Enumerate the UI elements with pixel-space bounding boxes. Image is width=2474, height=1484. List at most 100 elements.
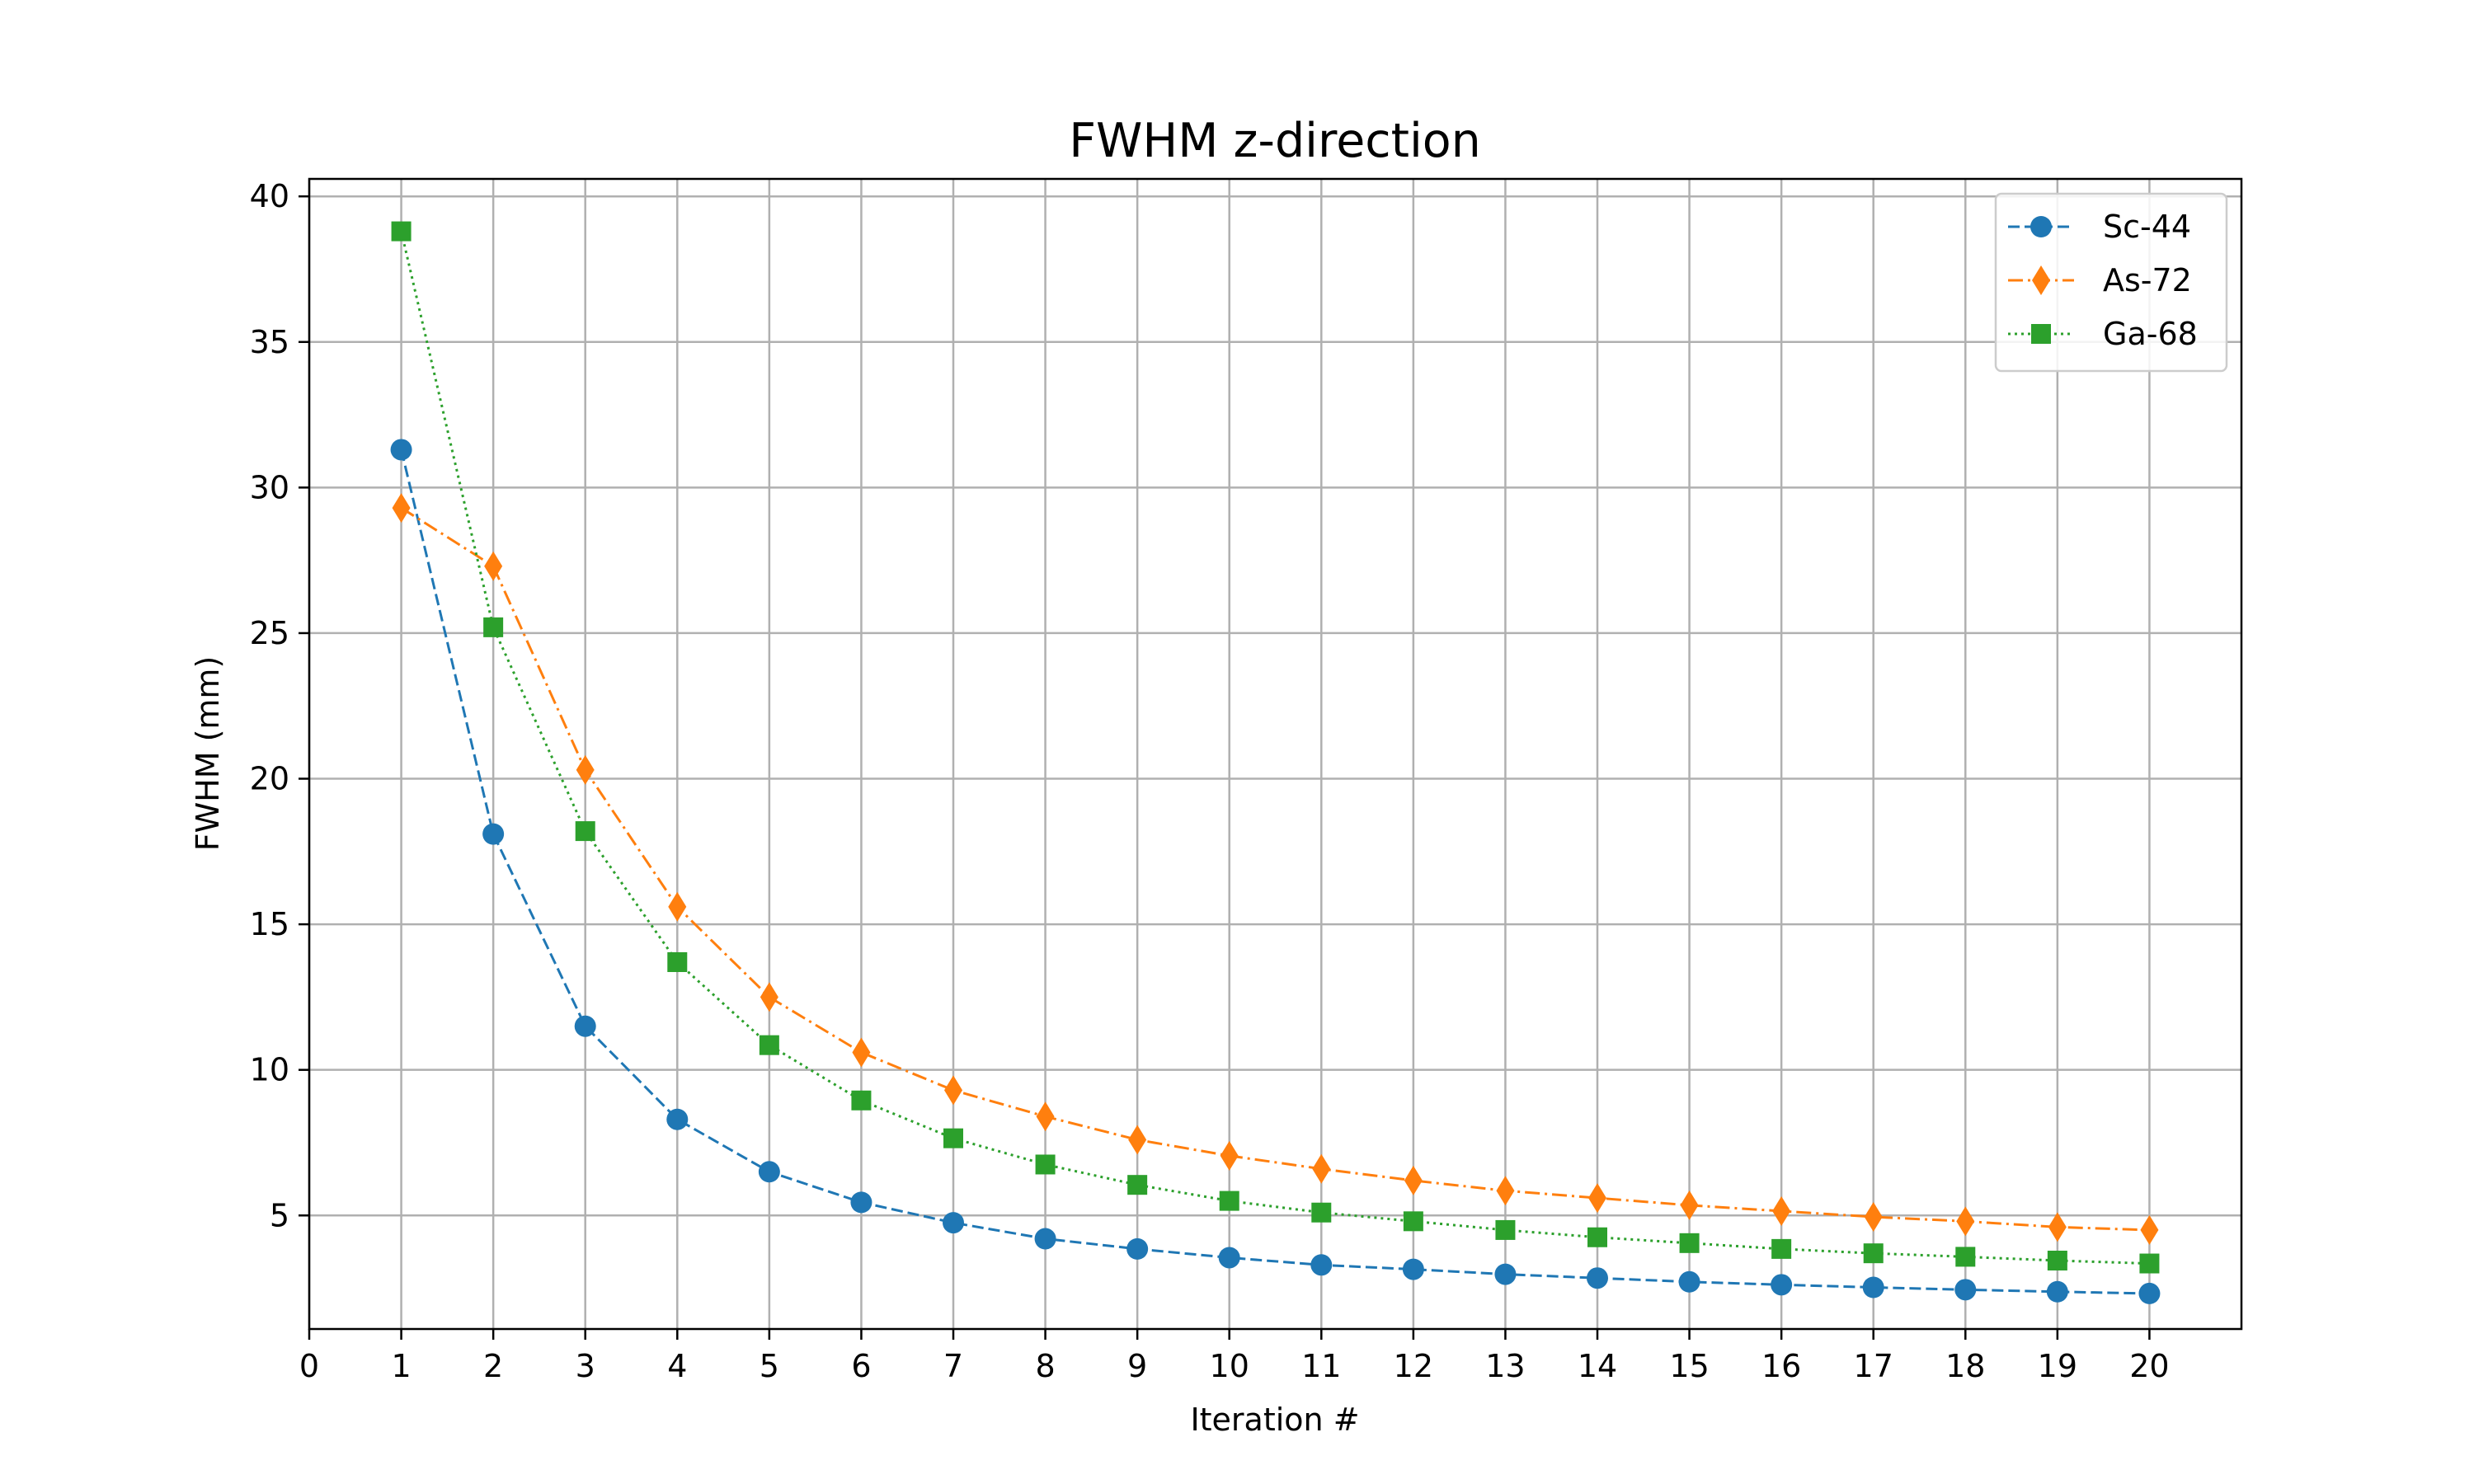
- y-tick-label: 10: [250, 1052, 289, 1088]
- x-tick-label: 3: [576, 1348, 595, 1384]
- y-tick-label: 20: [250, 761, 289, 797]
- data-point: [1127, 1175, 1148, 1195]
- x-tick-label: 17: [1854, 1348, 1893, 1384]
- y-tick-label: 25: [250, 615, 289, 651]
- data-point: [484, 551, 503, 581]
- data-point: [760, 982, 778, 1012]
- data-point: [1771, 1238, 1792, 1259]
- data-point: [1034, 1228, 1056, 1250]
- x-tick-label: 1: [391, 1348, 411, 1384]
- data-point: [1955, 1247, 1976, 1267]
- series-ga-68: [391, 221, 2160, 1274]
- series-line: [400, 449, 2150, 1295]
- data-point: [1495, 1219, 1516, 1240]
- series-as-72: [392, 493, 2159, 1245]
- legend-marker-swatch: [2031, 324, 2051, 344]
- legend-marker-swatch: [2032, 265, 2050, 295]
- legend-item: Ga-68: [2008, 316, 2198, 352]
- data-point: [1402, 1258, 1424, 1280]
- legend: Sc-44 As-72 Ga-68: [1994, 192, 2228, 373]
- x-tick-label: 8: [1035, 1348, 1055, 1384]
- data-point: [1128, 1125, 1147, 1155]
- legend-label: Ga-68: [2103, 316, 2198, 352]
- data-point: [1862, 1276, 1884, 1298]
- plot-frame: [308, 177, 2243, 1331]
- data-point: [1311, 1202, 1332, 1223]
- data-point: [852, 1037, 871, 1068]
- data-point: [1310, 1254, 1333, 1276]
- data-point: [1219, 1190, 1239, 1211]
- y-axis-label: FWHM (mm): [190, 656, 226, 852]
- y-tick-label: 5: [270, 1197, 289, 1233]
- data-point: [1403, 1211, 1423, 1232]
- data-point: [1771, 1274, 1793, 1296]
- data-point: [1587, 1227, 1607, 1247]
- data-point: [576, 754, 595, 785]
- data-point: [2138, 1282, 2161, 1304]
- data-point: [1678, 1270, 1700, 1293]
- x-tick-label: 5: [760, 1348, 779, 1384]
- x-tick-label: 18: [1945, 1348, 1985, 1384]
- x-tick-label: 2: [483, 1348, 503, 1384]
- data-point: [1218, 1247, 1240, 1269]
- grid-lines: [308, 179, 2241, 1329]
- x-tick-label: 6: [851, 1348, 871, 1384]
- x-tick-label: 14: [1578, 1348, 1617, 1384]
- series-layer: [390, 221, 2161, 1304]
- legend-box: [1994, 192, 2228, 373]
- chart-title: FWHM z-direction: [1069, 114, 1481, 168]
- x-tick-label: 13: [1485, 1348, 1525, 1384]
- data-point: [392, 493, 411, 524]
- data-point: [1956, 1206, 1975, 1237]
- data-point: [1312, 1153, 1331, 1184]
- legend-label: As-72: [2103, 262, 2192, 298]
- data-point: [1404, 1165, 1423, 1195]
- data-point: [1954, 1279, 1977, 1301]
- data-point: [1496, 1176, 1515, 1206]
- y-tick-label: 35: [250, 324, 289, 360]
- series-sc-44: [390, 439, 2161, 1304]
- y-tick-label: 15: [250, 906, 289, 942]
- x-tick-label: 4: [667, 1348, 687, 1384]
- x-axis-label: Iteration #: [1190, 1402, 1359, 1438]
- data-point: [483, 617, 504, 637]
- x-axis: 0 1 2 3 4 5 6 7 8 9 10 11 12 13 14 15 16 17 18 19 20: [299, 1329, 2170, 1384]
- data-point: [575, 821, 595, 842]
- data-point: [758, 1161, 780, 1183]
- x-tick-label: 9: [1127, 1348, 1147, 1384]
- x-tick-label: 7: [943, 1348, 963, 1384]
- legend-item: As-72: [2008, 262, 2192, 298]
- y-tick-label: 40: [250, 178, 289, 214]
- data-point: [1679, 1233, 1700, 1253]
- data-point: [850, 1191, 872, 1214]
- data-point: [1680, 1190, 1699, 1220]
- x-tick-label: 19: [2038, 1348, 2077, 1384]
- data-point: [668, 891, 687, 922]
- data-point: [1036, 1101, 1055, 1132]
- legend-marker-swatch: [2030, 216, 2052, 237]
- data-point: [667, 952, 688, 973]
- data-point: [1126, 1237, 1149, 1260]
- data-point: [1772, 1195, 1791, 1226]
- data-point: [390, 439, 412, 461]
- data-point: [2047, 1251, 2067, 1271]
- data-point: [2140, 1214, 2159, 1245]
- x-tick-label: 15: [1669, 1348, 1709, 1384]
- x-tick-label: 11: [1301, 1348, 1341, 1384]
- data-point: [943, 1128, 963, 1148]
- data-point: [1863, 1243, 1884, 1264]
- data-point: [2048, 1212, 2067, 1242]
- x-tick-label: 20: [2129, 1348, 2169, 1384]
- x-tick-label: 0: [299, 1348, 319, 1384]
- data-point: [666, 1108, 689, 1130]
- data-point: [1220, 1140, 1239, 1171]
- data-point: [574, 1015, 596, 1037]
- data-point: [851, 1090, 872, 1111]
- y-tick-label: 30: [250, 469, 289, 505]
- data-point: [2139, 1253, 2160, 1274]
- data-point: [482, 823, 505, 845]
- data-point: [1587, 1267, 1608, 1289]
- legend-item: Sc-44: [2008, 209, 2191, 245]
- data-point: [944, 1075, 962, 1106]
